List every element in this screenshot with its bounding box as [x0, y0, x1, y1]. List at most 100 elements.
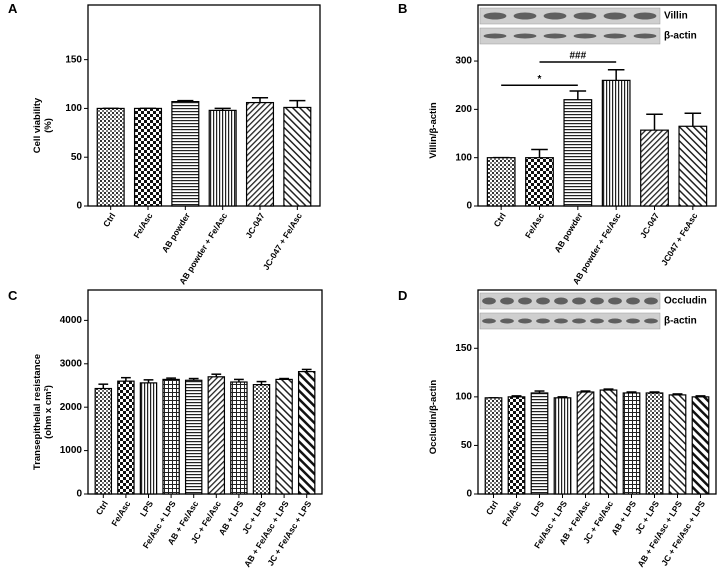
y-tick-label: 0 [466, 201, 472, 212]
plot-frame [87, 4, 321, 207]
x-tick-label: AB powder [160, 210, 193, 254]
x-tick-label: Ctrl [94, 499, 110, 517]
x-tick-label: Fe/Asc [500, 499, 523, 528]
blot-strip [479, 292, 661, 310]
x-tick-label: Fe/Asc [523, 211, 546, 240]
bar [275, 378, 293, 495]
bar [691, 396, 710, 495]
blot-band [626, 318, 640, 324]
blot-band [536, 318, 550, 324]
blot-label: β-actin [664, 316, 697, 327]
y-tick-label: 100 [65, 103, 82, 114]
blot-band [590, 297, 604, 305]
blot-label: Occludin [664, 296, 707, 307]
plot-frame [477, 4, 717, 207]
bar [484, 397, 503, 495]
bar [133, 107, 163, 207]
x-tick-label: JC047 + FeAsc [659, 211, 700, 268]
blot-band [573, 33, 597, 39]
blot-band [513, 33, 537, 39]
bar [486, 157, 516, 207]
bar [576, 391, 595, 495]
blot-band [608, 318, 622, 324]
bar [94, 387, 113, 495]
blot-band [573, 12, 597, 20]
x-tick-label: LPS [529, 499, 546, 519]
x-tick-label: Ctrl [484, 499, 500, 517]
y-axis-label: (ohm x cm²) [43, 385, 54, 439]
blot-band [483, 33, 507, 39]
blot-band [572, 297, 586, 305]
x-tick-label: AB powder [552, 210, 585, 254]
bar [208, 109, 237, 207]
y-tick-label: 100 [455, 391, 472, 402]
bar [117, 380, 135, 495]
blot-strip [479, 312, 661, 330]
bar [645, 392, 664, 495]
blot-band [644, 297, 658, 305]
blot-band [603, 12, 627, 20]
y-tick-label: 50 [71, 152, 83, 163]
blot-band [518, 318, 532, 324]
blot-band [543, 33, 567, 39]
y-axis-label: Occludin/β-actin [428, 380, 439, 455]
bar [245, 101, 275, 207]
bar [525, 157, 554, 207]
y-axis-label: Cell viability [32, 97, 43, 153]
blot-band [482, 297, 496, 305]
x-tick-label: Ctrl [492, 211, 508, 229]
x-tick-label: Fe/Asc [131, 211, 154, 240]
panel-label: D [398, 288, 407, 303]
y-tick-label: 50 [461, 440, 473, 451]
blot-band [554, 318, 568, 324]
y-tick-label: 100 [455, 152, 472, 163]
significance-label: ### [569, 51, 586, 62]
panel-label: C [8, 288, 18, 303]
blot-band [633, 33, 657, 39]
blot-band [500, 318, 514, 324]
y-tick-label: 4000 [60, 315, 83, 326]
blot-band [483, 12, 507, 20]
blot-band [536, 297, 550, 305]
plot-frame [477, 289, 717, 495]
blot-band [590, 318, 604, 324]
bar [668, 394, 687, 495]
y-axis-label: Villin/β-actin [428, 102, 439, 158]
x-tick-label: JC-047 [638, 211, 661, 240]
x-tick-label: Fe/Asc [109, 499, 132, 528]
bar [96, 107, 125, 207]
bar [599, 389, 618, 495]
bar [252, 384, 271, 495]
x-tick-label: Ctrl [101, 211, 117, 229]
bar [640, 129, 669, 207]
bar [283, 106, 312, 207]
bar [207, 376, 226, 495]
y-tick-label: 150 [65, 54, 82, 65]
bar [530, 392, 549, 495]
y-tick-label: 3000 [60, 358, 83, 369]
blot-band [500, 297, 514, 305]
blot-band [603, 33, 627, 39]
blot-band [626, 297, 640, 305]
blot-strip [479, 27, 661, 45]
bar [139, 382, 158, 495]
bar [297, 371, 316, 495]
blot-label: β-actin [664, 31, 697, 42]
y-tick-label: 2000 [60, 402, 83, 413]
y-tick-label: 0 [76, 201, 82, 212]
x-tick-label: LPS [138, 499, 155, 519]
y-axis-label: (%) [43, 118, 54, 133]
y-tick-label: 200 [455, 104, 472, 115]
blot-band [482, 318, 496, 324]
bar [230, 381, 248, 495]
bar [563, 99, 593, 207]
blot-band [644, 318, 658, 324]
blot-band [513, 12, 537, 20]
x-tick-label: JC-047 + Fe/Asc [261, 211, 304, 272]
blot-band [572, 318, 586, 324]
panel-label: B [398, 1, 407, 16]
y-axis-label: Transepithelial resistance [32, 354, 43, 470]
bar [171, 100, 200, 207]
